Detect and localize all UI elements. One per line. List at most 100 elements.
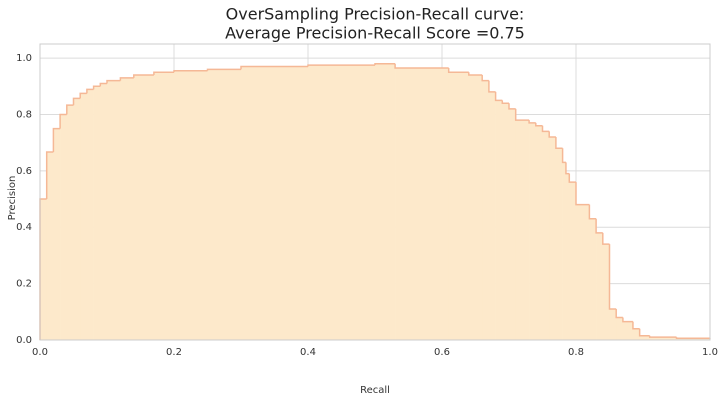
area-step bbox=[174, 70, 208, 341]
step-line bbox=[45, 151, 54, 200]
step-line bbox=[632, 321, 640, 330]
step-line bbox=[206, 68, 241, 71]
area-step bbox=[589, 218, 597, 340]
area-step bbox=[549, 137, 557, 340]
x-tick-label: 0.6 bbox=[434, 347, 450, 358]
step-line bbox=[528, 120, 536, 124]
area-step bbox=[576, 204, 590, 340]
step-line bbox=[173, 70, 208, 73]
area-step bbox=[596, 232, 604, 340]
area-step bbox=[509, 108, 516, 340]
step-line bbox=[555, 137, 563, 150]
y-tick-label: 0.2 bbox=[16, 279, 32, 290]
step-line bbox=[514, 108, 530, 121]
step-line bbox=[622, 317, 633, 323]
step-line bbox=[565, 162, 570, 175]
area-step bbox=[495, 100, 503, 340]
step-line bbox=[561, 148, 566, 164]
step-line bbox=[394, 63, 449, 69]
area-step bbox=[529, 122, 537, 340]
area-step bbox=[488, 91, 496, 340]
step-line bbox=[602, 232, 610, 245]
x-tick-label: 0.0 bbox=[32, 347, 48, 358]
step-line bbox=[374, 62, 396, 66]
step-line bbox=[494, 91, 503, 102]
area-step bbox=[100, 83, 108, 340]
area-step bbox=[133, 75, 155, 340]
y-tick-label: 0.0 bbox=[16, 335, 32, 346]
area-step bbox=[468, 75, 483, 340]
area-step bbox=[375, 63, 396, 340]
area-step bbox=[66, 105, 74, 340]
area-step bbox=[73, 98, 81, 340]
area-step bbox=[395, 67, 449, 340]
area-step bbox=[53, 128, 61, 340]
area-step bbox=[639, 335, 650, 340]
y-tick-label: 0.6 bbox=[16, 166, 32, 177]
area-step bbox=[632, 328, 640, 340]
y-tick-label: 0.8 bbox=[16, 109, 32, 120]
area-step bbox=[622, 321, 634, 340]
area-step bbox=[542, 131, 550, 340]
area-step bbox=[535, 125, 543, 340]
area-step bbox=[241, 66, 309, 341]
y-axis-label: Precision bbox=[7, 176, 18, 221]
step-line bbox=[468, 72, 483, 76]
area-step bbox=[448, 72, 470, 340]
area-step bbox=[107, 80, 121, 341]
area-step bbox=[40, 199, 47, 340]
x-tick-label: 0.4 bbox=[300, 347, 316, 358]
step-line bbox=[608, 244, 617, 310]
area-step bbox=[86, 89, 94, 341]
plot-frame bbox=[39, 43, 711, 341]
step-line bbox=[66, 104, 74, 115]
step-line bbox=[307, 64, 375, 67]
area-step bbox=[482, 80, 490, 341]
chart-title: OverSampling Precision-Recall curve: bbox=[226, 5, 525, 24]
step-line bbox=[52, 127, 61, 152]
area-step bbox=[649, 337, 677, 340]
area-step bbox=[602, 244, 610, 340]
step-line bbox=[648, 335, 677, 338]
step-line bbox=[79, 92, 87, 99]
area-step bbox=[308, 65, 376, 341]
step-line bbox=[541, 125, 550, 133]
step-line bbox=[588, 204, 597, 220]
area-step bbox=[120, 77, 135, 340]
step-line bbox=[595, 218, 603, 234]
area-step bbox=[676, 338, 711, 340]
step-line bbox=[240, 65, 308, 70]
step-line bbox=[133, 74, 154, 78]
area-step bbox=[616, 317, 624, 340]
step-line bbox=[447, 67, 469, 73]
area-step bbox=[565, 173, 570, 340]
x-tick-label: 0.8 bbox=[568, 347, 584, 358]
step-line bbox=[59, 113, 67, 129]
step-line bbox=[548, 131, 556, 138]
step-line bbox=[119, 77, 134, 81]
step-line bbox=[508, 103, 516, 110]
step-line bbox=[488, 80, 496, 93]
step-line bbox=[575, 182, 590, 206]
area-step bbox=[515, 120, 530, 340]
area-step bbox=[502, 103, 510, 340]
step-line bbox=[568, 173, 576, 183]
step-line bbox=[106, 79, 121, 84]
step-line bbox=[92, 85, 101, 90]
chart-title: Average Precision-Recall Score =0.75 bbox=[225, 24, 525, 43]
area-step bbox=[153, 72, 175, 340]
step-line bbox=[86, 88, 94, 94]
area-step bbox=[207, 69, 242, 340]
step-line bbox=[638, 328, 650, 337]
area-step bbox=[93, 86, 101, 341]
area-step bbox=[60, 114, 68, 340]
area-step bbox=[46, 151, 54, 340]
step-line bbox=[481, 75, 489, 82]
area-step bbox=[569, 182, 577, 340]
step-line bbox=[153, 71, 174, 76]
area-step bbox=[562, 162, 567, 340]
step-line bbox=[501, 100, 509, 104]
step-line bbox=[535, 122, 543, 127]
x-axis-label: Recall bbox=[360, 385, 390, 396]
